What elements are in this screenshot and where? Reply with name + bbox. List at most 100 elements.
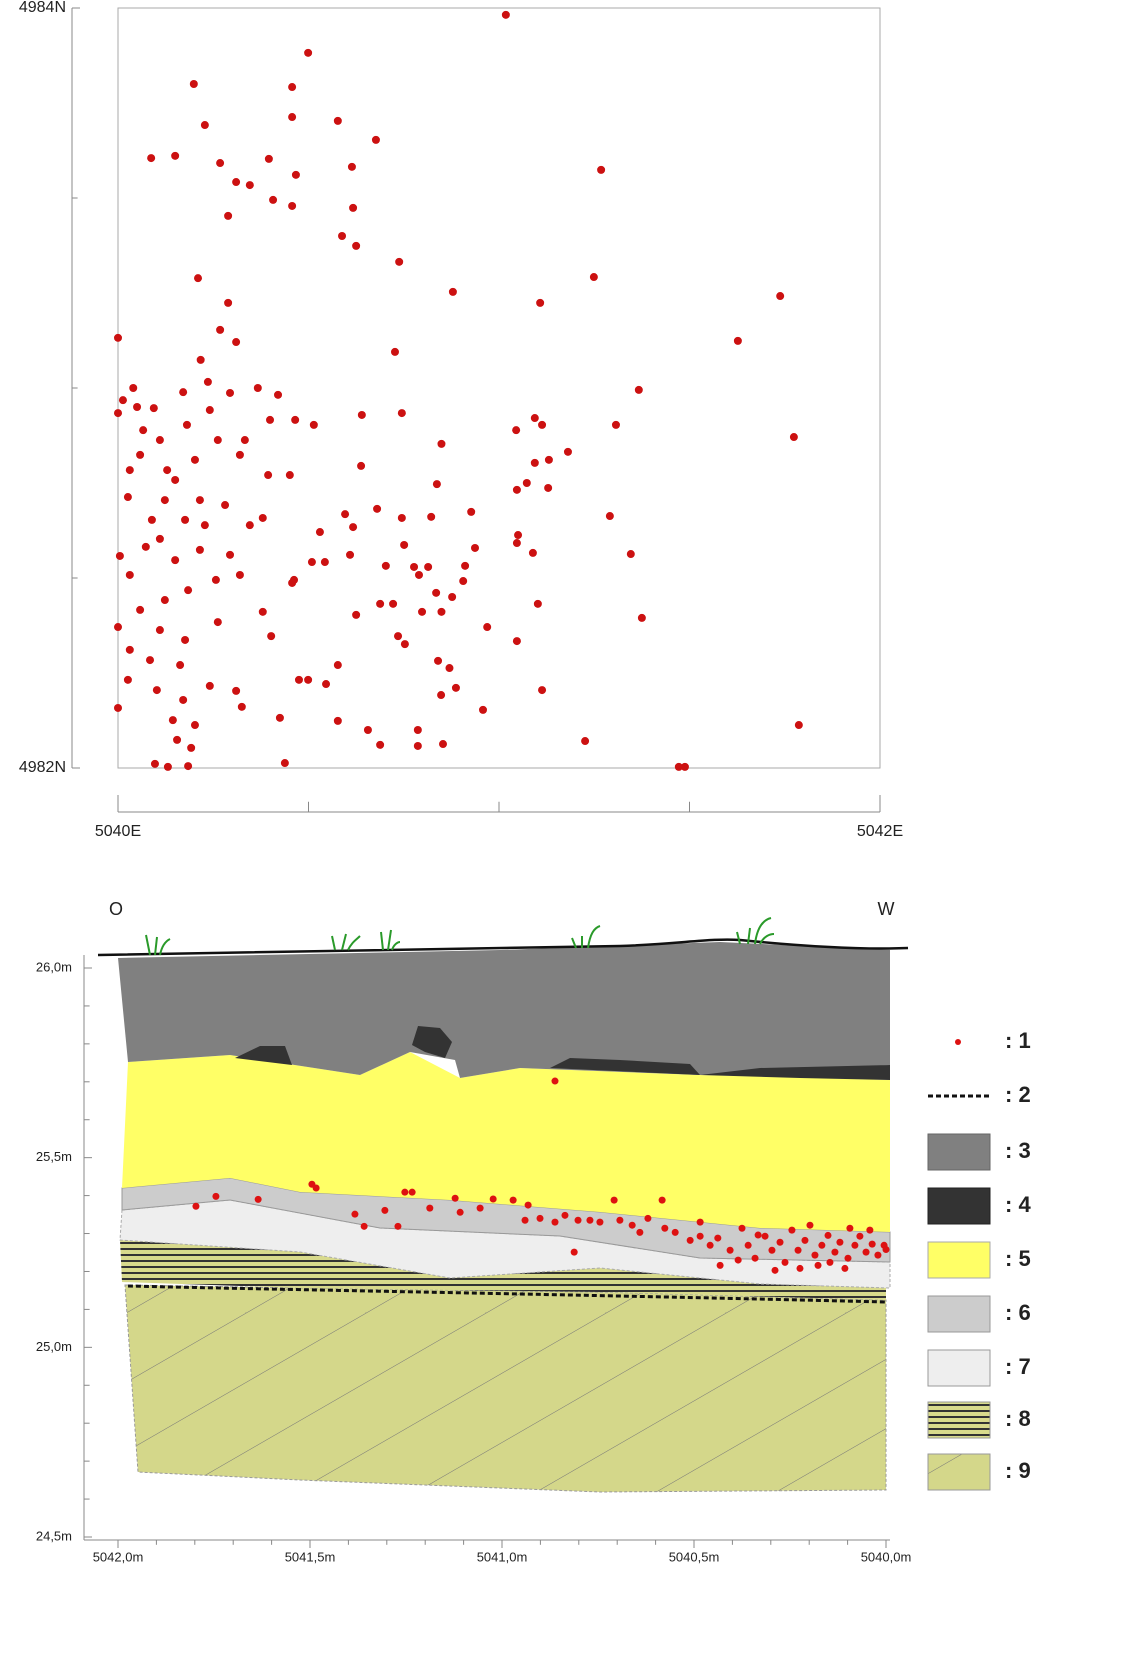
find-point	[461, 561, 470, 570]
find-point	[636, 1228, 644, 1236]
layer-4	[412, 1026, 452, 1058]
find-point	[413, 726, 422, 734]
find-point	[616, 1216, 624, 1224]
find-point	[205, 406, 214, 415]
find-point	[363, 726, 372, 734]
find-point	[192, 1202, 200, 1210]
find-point	[245, 181, 254, 190]
find-point	[221, 501, 230, 510]
find-point	[818, 1241, 826, 1249]
find-point	[574, 1216, 582, 1224]
find-point	[189, 80, 198, 88]
find-point	[528, 548, 537, 557]
find-point	[307, 558, 316, 567]
find-point	[114, 703, 122, 712]
x-tick-label: 5041,5m	[285, 1549, 336, 1564]
find-point	[309, 420, 318, 429]
find-point	[671, 1228, 679, 1236]
find-point	[235, 450, 244, 459]
find-point	[536, 1214, 544, 1222]
legend-label: : 2	[1005, 1082, 1031, 1107]
find-point	[136, 605, 145, 614]
find-point	[280, 759, 289, 768]
find-point	[751, 1254, 759, 1262]
find-point	[173, 735, 182, 744]
find-point	[195, 496, 204, 505]
find-point	[581, 737, 590, 746]
find-point	[155, 534, 164, 543]
find-point	[874, 1251, 882, 1259]
find-point	[674, 762, 683, 771]
find-point	[658, 1196, 666, 1204]
find-point	[781, 1258, 789, 1266]
find-point	[357, 461, 366, 470]
find-point	[203, 377, 212, 386]
find-point	[376, 599, 385, 608]
find-point	[205, 681, 214, 690]
legend-symbol	[927, 1133, 991, 1171]
find-point	[181, 635, 190, 644]
find-point	[213, 618, 222, 627]
find-point	[451, 683, 460, 692]
find-point	[533, 599, 542, 608]
find-point	[211, 575, 220, 584]
find-point	[634, 385, 643, 394]
find-point	[597, 165, 606, 174]
find-point	[437, 439, 446, 448]
find-point	[139, 426, 148, 435]
find-point	[512, 485, 521, 494]
find-point	[846, 1224, 854, 1232]
find-point	[445, 664, 454, 673]
find-point	[216, 325, 225, 334]
legend-label: : 5	[1005, 1246, 1031, 1271]
find-point	[882, 1245, 890, 1253]
find-point	[400, 640, 409, 649]
y-tick-label: 4982N	[19, 759, 66, 776]
x-tick-label: 5040,5m	[669, 1549, 720, 1564]
find-point	[123, 493, 132, 502]
find-point	[826, 1258, 834, 1266]
find-point	[152, 686, 161, 695]
find-point	[357, 410, 366, 419]
find-point	[397, 513, 406, 522]
find-point	[194, 274, 203, 283]
layer-9	[124, 1284, 887, 1493]
find-point	[245, 521, 254, 530]
find-point	[866, 1226, 874, 1234]
find-point	[190, 455, 199, 464]
layer-3	[118, 942, 890, 1078]
find-point	[394, 1222, 402, 1230]
find-point	[200, 121, 209, 130]
find-point	[706, 1241, 714, 1249]
find-point	[856, 1232, 864, 1240]
find-point	[304, 675, 313, 684]
find-point	[347, 162, 356, 171]
find-point	[333, 716, 342, 725]
find-point	[141, 542, 150, 551]
find-point	[628, 1221, 636, 1229]
find-point	[226, 388, 235, 397]
legend-label: : 4	[1005, 1192, 1031, 1217]
find-point	[432, 588, 441, 597]
find-point	[680, 762, 689, 771]
ground-line	[97, 938, 909, 957]
find-point	[346, 550, 355, 559]
find-point	[333, 116, 342, 125]
find-point	[522, 479, 531, 487]
y-tick-label: 25,0m	[36, 1339, 72, 1354]
plot-frame	[117, 7, 881, 769]
find-point	[644, 1214, 652, 1222]
find-point	[570, 1248, 578, 1256]
find-point	[389, 599, 398, 608]
find-point	[696, 1232, 704, 1240]
legend-label: : 3	[1005, 1138, 1031, 1163]
find-point	[776, 1238, 784, 1246]
find-point	[133, 403, 142, 411]
find-point	[841, 1264, 849, 1272]
find-point	[253, 384, 262, 392]
find-point	[788, 1226, 796, 1234]
find-point	[182, 420, 191, 429]
find-point	[184, 762, 193, 771]
find-point	[171, 475, 180, 484]
find-point	[125, 466, 134, 475]
